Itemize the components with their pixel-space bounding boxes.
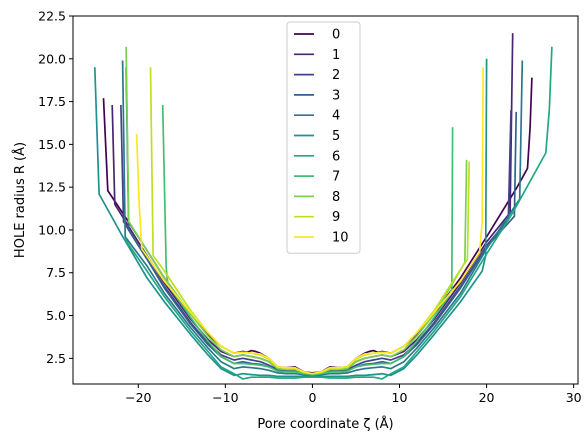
x-tick-label: 0: [308, 390, 316, 405]
legend-label: 3: [332, 88, 340, 103]
legend-label: 5: [332, 129, 340, 144]
y-tick-label: 7.5: [46, 265, 66, 280]
x-axis-label: Pore coordinate ζ (Å): [257, 416, 393, 432]
series-line-10: [135, 67, 484, 375]
legend-label: 4: [332, 109, 340, 124]
legend-label: 10: [332, 231, 349, 246]
legend-label: 8: [332, 190, 340, 205]
y-axis-label: HOLE radius R (Å): [12, 142, 28, 258]
y-tick-label: 22.5: [38, 9, 66, 24]
y-tick-label: 12.5: [38, 180, 66, 195]
y-tick-label: 20.0: [38, 51, 66, 66]
x-tick-label: 10: [392, 390, 408, 405]
legend-box: [286, 21, 361, 254]
legend-label: 2: [332, 68, 340, 83]
ticks-layer: −20 −10 0 10 20 302.55.07.510.012.515.017.520…: [38, 9, 581, 406]
y-tick-label: 17.5: [38, 94, 66, 109]
legend-label: 7: [332, 170, 340, 185]
y-tick-label: 10.0: [38, 222, 66, 237]
series-line-6: [124, 46, 553, 380]
legend-label: 6: [332, 149, 340, 164]
x-tick-label: 30: [566, 390, 582, 405]
y-tick-label: 15.0: [38, 137, 66, 152]
series-line-7: [161, 104, 454, 376]
series-line-5: [93, 58, 488, 378]
legend-label: 9: [332, 210, 340, 225]
x-tick-label: −20: [125, 390, 151, 405]
legend: 0 1 2 3 4 5 6 7 8 9 10: [286, 21, 361, 254]
legend-label: 1: [332, 48, 340, 63]
y-tick-label: 5.0: [46, 308, 66, 323]
axes-frame: [72, 15, 579, 385]
series-layer: [93, 33, 553, 380]
x-tick-label: 20: [479, 390, 495, 405]
y-tick-label: 2.5: [46, 351, 66, 366]
x-tick-label: −10: [212, 390, 238, 405]
legend-label: 0: [332, 28, 340, 43]
